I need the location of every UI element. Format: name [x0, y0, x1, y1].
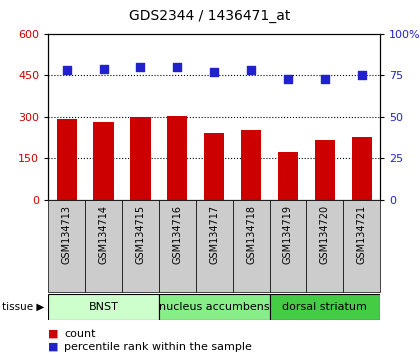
Bar [159, 200, 196, 292]
Text: GDS2344 / 1436471_at: GDS2344 / 1436471_at [129, 9, 291, 23]
Point [137, 64, 144, 70]
Bar [94, 122, 114, 200]
Point [285, 76, 291, 81]
Text: GSM134719: GSM134719 [283, 205, 293, 264]
Text: nucleus accumbens: nucleus accumbens [159, 302, 270, 312]
Point [63, 67, 70, 73]
Text: GSM134718: GSM134718 [246, 205, 256, 264]
Point [100, 66, 107, 72]
Bar [159, 294, 270, 320]
Bar [48, 294, 159, 320]
Bar [306, 200, 343, 292]
Bar [122, 200, 159, 292]
Text: percentile rank within the sample: percentile rank within the sample [64, 342, 252, 352]
Bar [315, 139, 335, 200]
Bar [233, 200, 270, 292]
Bar [196, 200, 233, 292]
Bar [204, 133, 224, 200]
Text: GSM134717: GSM134717 [209, 205, 219, 264]
Text: count: count [64, 329, 96, 339]
Point [321, 76, 328, 81]
Bar [57, 119, 77, 200]
Bar [270, 294, 380, 320]
Bar [48, 200, 85, 292]
Bar [278, 152, 298, 200]
Text: GSM134716: GSM134716 [172, 205, 182, 264]
Point [211, 69, 218, 75]
Text: GSM134720: GSM134720 [320, 205, 330, 264]
Bar [270, 200, 306, 292]
Bar [343, 200, 380, 292]
Point [174, 64, 181, 70]
Text: GSM134713: GSM134713 [62, 205, 72, 264]
Text: ■: ■ [48, 329, 59, 339]
Point [358, 73, 365, 78]
Text: BNST: BNST [89, 302, 118, 312]
Bar [85, 200, 122, 292]
Text: GSM134715: GSM134715 [136, 205, 145, 264]
Bar [352, 137, 372, 200]
Bar [167, 116, 187, 200]
Text: GSM134721: GSM134721 [357, 205, 367, 264]
Text: ■: ■ [48, 342, 59, 352]
Text: GSM134714: GSM134714 [99, 205, 109, 264]
Bar [130, 118, 151, 200]
Bar [241, 130, 261, 200]
Text: tissue ▶: tissue ▶ [2, 302, 45, 312]
Point [248, 67, 255, 73]
Text: dorsal striatum: dorsal striatum [282, 302, 367, 312]
